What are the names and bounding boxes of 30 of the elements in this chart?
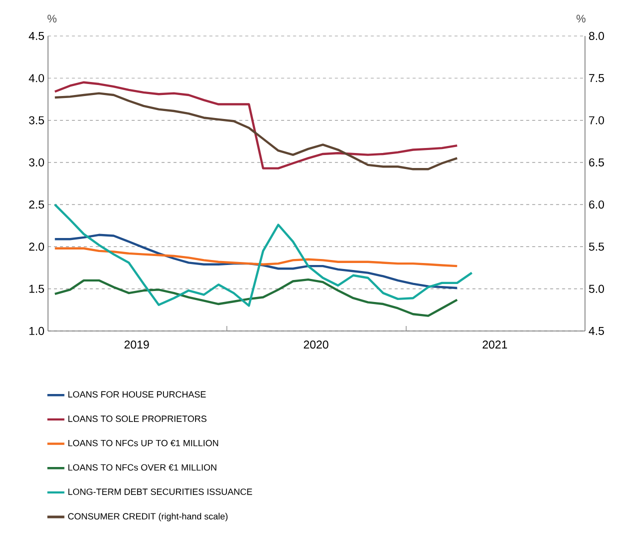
x-tick-label: 2020 <box>304 340 328 349</box>
y-tick-label: 3.0 <box>29 158 44 166</box>
y2-tick-label: 7.5 <box>589 74 604 82</box>
y2-tick-label: 5.5 <box>588 242 604 251</box>
y-tick-label: 4.0 <box>28 74 44 82</box>
y-axis-title: % <box>48 14 56 22</box>
y2-axis-title: % <box>576 14 586 22</box>
y2-tick-label: 6.5 <box>589 158 604 166</box>
legend-label: LOANS FOR HOUSE PURCHASE <box>68 391 206 398</box>
y-tick-label: 1.0 <box>29 326 44 336</box>
legend-label: LOANS TO NFCs OVER €1 MILLION <box>68 464 216 471</box>
y-tick-label: 1.5 <box>29 284 44 293</box>
line-series <box>54 203 473 307</box>
legend-label: LOANS TO NFCs UP TO €1 MILLION <box>68 440 218 446</box>
legend-label: LOANS TO SOLE PROPRIETORS <box>68 416 206 422</box>
line-series <box>54 278 458 317</box>
y2-tick-label: 5.0 <box>588 284 604 293</box>
y2-tick-label: 4.5 <box>588 326 604 335</box>
y-tick-label: 4.5 <box>28 32 44 40</box>
y2-tick-label: 8.0 <box>589 32 604 40</box>
y2-tick-label: 7.0 <box>589 116 604 124</box>
x-tick-label: 2021 <box>482 340 508 349</box>
y2-tick-label: 6.0 <box>589 200 604 209</box>
y-tick-label: 2.5 <box>29 200 44 209</box>
y-tick-label: 2.0 <box>29 242 44 251</box>
y-tick-label: 3.5 <box>29 116 44 124</box>
legend-label: LONG-TERM DEBT SECURITIES ISSUANCE <box>68 488 252 495</box>
x-tick-label: 2019 <box>124 340 149 349</box>
legend-label: CONSUMER CREDIT (right-hand scale) <box>68 512 228 522</box>
line-series <box>54 234 458 290</box>
